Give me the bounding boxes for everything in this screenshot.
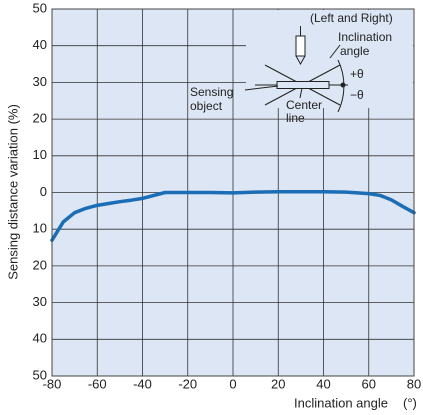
y-axis-label: Sensing distance variation (%) <box>5 104 20 280</box>
plot-frame <box>51 8 415 377</box>
annotation: +θ <box>350 67 364 81</box>
x-tick-label: 0 <box>229 376 236 391</box>
y-tick-label: 30 <box>33 74 47 89</box>
y-tick-label: 0 <box>40 184 47 199</box>
y-tick-label: 20 <box>33 257 47 272</box>
y-tick-label: 20 <box>33 111 47 126</box>
y-tick-label: 40 <box>33 37 47 52</box>
x-tick-label: 60 <box>362 376 376 391</box>
y-tick-label: 30 <box>33 294 47 309</box>
sensor-head <box>295 55 306 66</box>
x-tick-label: 40 <box>316 376 330 391</box>
sensing-object <box>276 81 330 89</box>
x-tick-label: -20 <box>178 376 197 391</box>
annotation: angle <box>340 44 370 58</box>
diagram <box>244 26 348 113</box>
marks <box>50 190 416 242</box>
y-tick-label: 40 <box>33 331 47 346</box>
arc-point <box>340 82 346 88</box>
x-tick-label: -40 <box>133 376 152 391</box>
annotation: line <box>286 111 305 125</box>
x-tick-label: -60 <box>88 376 107 391</box>
annotation: Inclination <box>338 30 392 44</box>
x-axis-unit: (°) <box>403 395 417 410</box>
leader-line <box>244 85 279 91</box>
data-line <box>50 190 416 242</box>
y-tick-label: 10 <box>33 147 47 162</box>
leader-line <box>329 44 341 59</box>
x-tick-label: 80 <box>407 376 421 391</box>
annotation: (Left and Right) <box>310 11 393 25</box>
annotation: Sensing <box>190 85 233 99</box>
y-tick-label: 10 <box>33 221 47 236</box>
leader-line <box>299 87 303 99</box>
annotation: object <box>190 99 223 113</box>
x-tick-label: 20 <box>271 376 285 391</box>
x-tick-label: -80 <box>43 376 62 391</box>
sensor <box>295 35 306 57</box>
annotation: Center <box>286 98 322 112</box>
x-axis-label: Inclination angle <box>294 395 388 410</box>
diagram-background <box>246 10 413 108</box>
y-tick-label: 50 <box>33 0 47 15</box>
y-tick-label: 50 <box>33 367 47 382</box>
annotation: −θ <box>350 88 364 102</box>
